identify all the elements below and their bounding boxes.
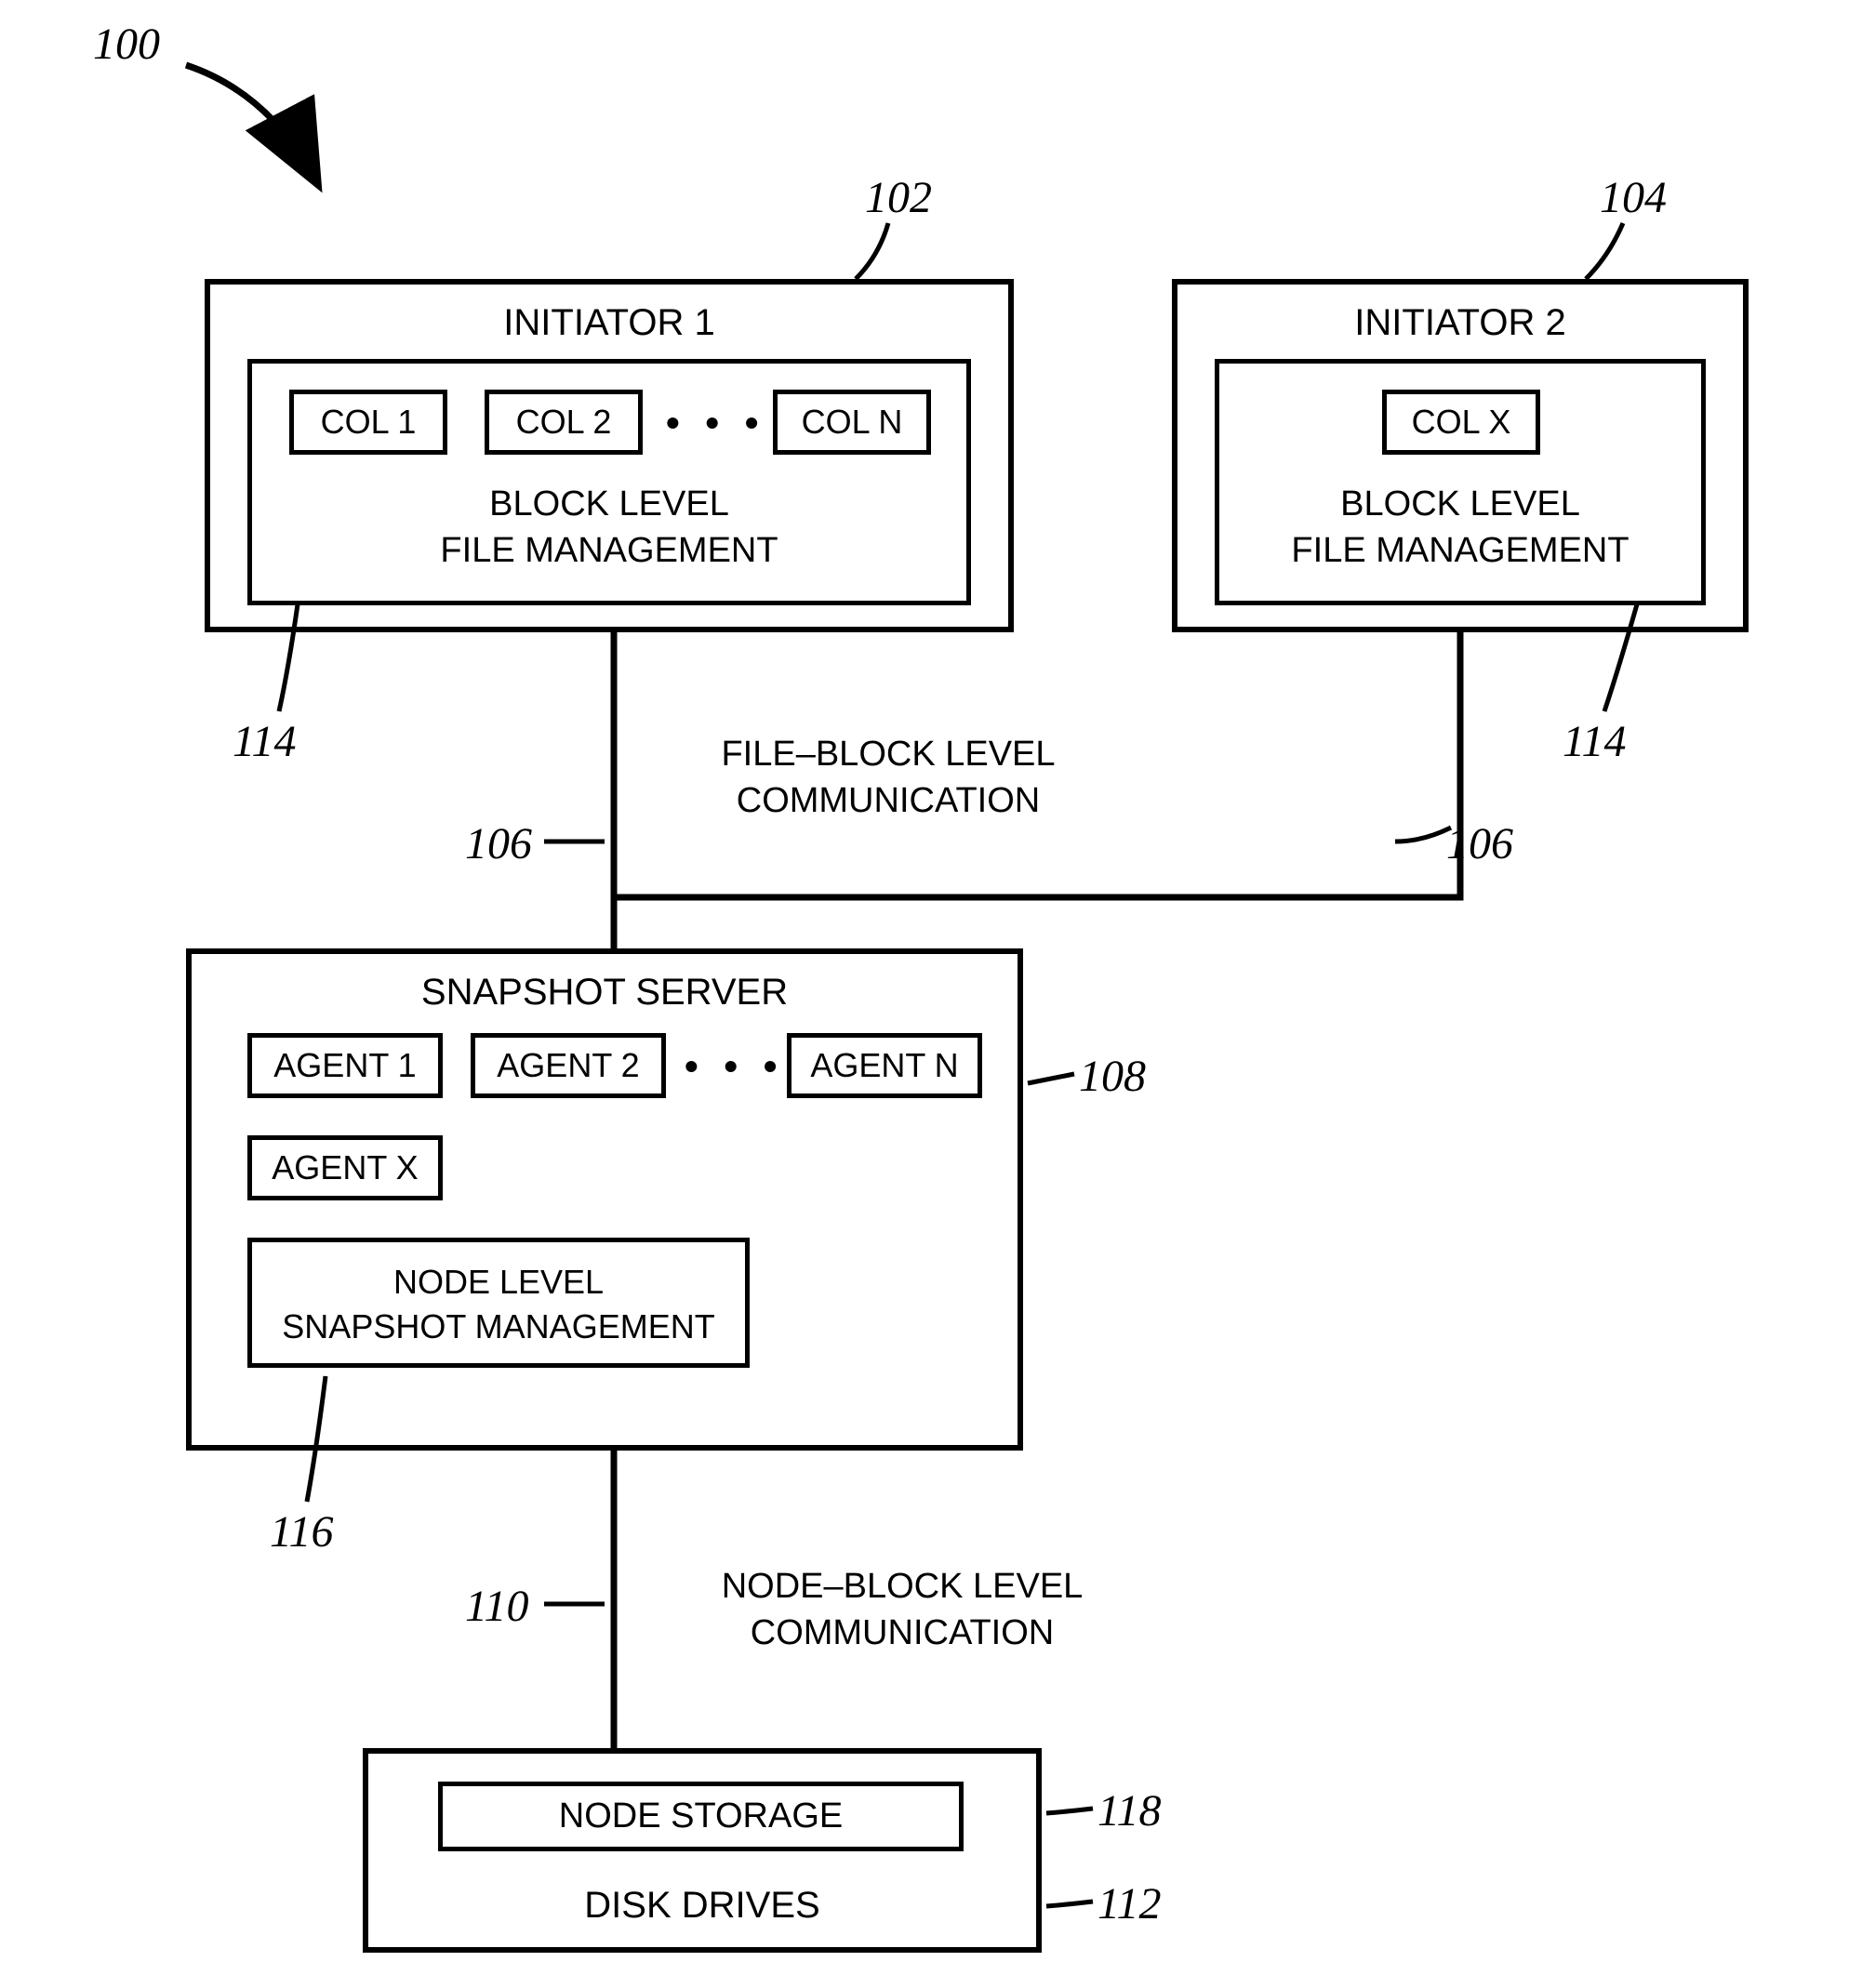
ref-114-left: 114 [233,716,296,767]
initiator2-mgmt-box: COL X BLOCK LEVEL FILE MANAGEMENT [1215,359,1706,605]
ref-116: 116 [270,1506,333,1557]
agentx-box: AGENT X [247,1135,443,1200]
initiator2-title: INITIATOR 2 [1177,301,1743,344]
agentn-box: AGENT N [787,1033,982,1098]
file-block-comm-line1: FILE–BLOCK LEVEL [679,735,1097,775]
initiator2-box: INITIATOR 2 COL X BLOCK LEVEL FILE MANAG… [1172,279,1749,632]
agent2-box: AGENT 2 [471,1033,666,1098]
agent2-label: AGENT 2 [497,1046,639,1084]
agentn-label: AGENT N [810,1046,958,1084]
node-storage-box: NODE STORAGE [438,1782,964,1851]
snapshot-server-box: SNAPSHOT SERVER AGENT 1 AGENT 2 • • • AG… [186,948,1023,1451]
ref-104: 104 [1600,172,1667,223]
disk-drives-box: NODE STORAGE DISK DRIVES [363,1748,1042,1953]
ref-106-left: 106 [465,818,532,869]
ref-118: 118 [1097,1785,1161,1836]
initiator1-mgmt-box: COL 1 COL 2 • • • COL N BLOCK LEVEL FILE… [247,359,971,605]
ref-110: 110 [465,1581,528,1632]
initiator2-mgmt-line2: FILE MANAGEMENT [1219,531,1701,572]
colx-box: COL X [1382,390,1540,455]
disk-drives-title: DISK DRIVES [368,1884,1036,1927]
initiator1-box: INITIATOR 1 COL 1 COL 2 • • • COL N BLOC… [205,279,1014,632]
node-mgmt-line1: NODE LEVEL [252,1263,745,1301]
node-block-comm-line2: COMMUNICATION [679,1613,1125,1654]
ref-100: 100 [93,19,160,70]
col2-box: COL 2 [485,390,643,455]
node-mgmt-box: NODE LEVEL SNAPSHOT MANAGEMENT [247,1238,750,1368]
initiator2-mgmt-line1: BLOCK LEVEL [1219,484,1701,525]
colx-label: COL X [1412,403,1511,441]
initiator1-ellipsis: • • • [666,401,765,445]
snapshot-server-title: SNAPSHOT SERVER [192,971,1018,1014]
col2-label: COL 2 [516,403,612,441]
node-mgmt-line2: SNAPSHOT MANAGEMENT [252,1307,745,1345]
ref-102: 102 [865,172,932,223]
col1-label: COL 1 [321,403,417,441]
col1-box: COL 1 [289,390,447,455]
coln-label: COL N [802,403,903,441]
ref-106-right: 106 [1446,818,1513,869]
initiator1-title: INITIATOR 1 [210,301,1008,344]
ref-108: 108 [1079,1051,1146,1102]
initiator1-mgmt-line1: BLOCK LEVEL [252,484,966,525]
file-block-comm-line2: COMMUNICATION [679,781,1097,822]
ref-112: 112 [1097,1878,1161,1929]
agentx-label: AGENT X [272,1148,418,1186]
ref-114-right: 114 [1563,716,1626,767]
diagram-canvas: 100 INITIATOR 1 COL 1 COL 2 • • • COL N … [0,0,1849,1988]
server-ellipsis: • • • [685,1044,784,1089]
node-block-comm-line1: NODE–BLOCK LEVEL [679,1567,1125,1608]
agent1-label: AGENT 1 [273,1046,416,1084]
agent1-box: AGENT 1 [247,1033,443,1098]
node-storage-label: NODE STORAGE [559,1796,843,1837]
coln-box: COL N [773,390,931,455]
initiator1-mgmt-line2: FILE MANAGEMENT [252,531,966,572]
